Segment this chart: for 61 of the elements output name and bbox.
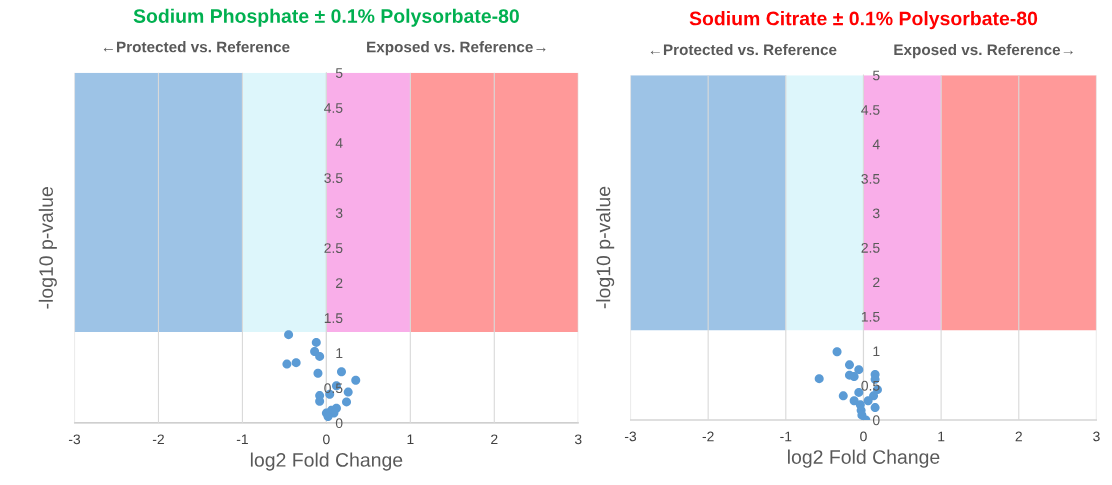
x-tick-label: -2 [152, 434, 164, 445]
point [342, 397, 352, 407]
x-tick-label: 2 [1015, 431, 1022, 442]
point [351, 375, 361, 385]
y-tick-label: 3 [872, 208, 880, 219]
y-tick-label: 5 [335, 68, 343, 78]
text: Exposed vs. Reference→ [367, 41, 546, 56]
point [863, 396, 873, 406]
text: ←Protected vs. Reference [650, 43, 837, 56]
point [336, 367, 346, 377]
y-tick-label: 4.5 [324, 103, 343, 113]
point [844, 360, 854, 370]
y-tick-label: 1.5 [324, 313, 343, 324]
y-tick-label: 0.5 [861, 380, 880, 391]
y-tick-label: 4 [335, 138, 343, 148]
point [814, 374, 824, 384]
point [343, 387, 353, 397]
y-tick-label: 3.5 [861, 173, 880, 184]
y-axis-title: -log10 p-value [596, 186, 615, 309]
y-tick-label: 2 [873, 277, 880, 288]
y-tick-label: 1 [873, 346, 880, 357]
point [284, 330, 294, 340]
x-axis-title: log2 Fold Change [250, 452, 403, 471]
y-tick-label: 3.5 [324, 173, 343, 183]
y-tick-label: 1.5 [861, 312, 880, 322]
point [311, 337, 321, 347]
point [282, 359, 292, 369]
chart-title: Sodium Citrate ± 0.1% Polysorbate-80 [689, 11, 1038, 30]
point [870, 403, 880, 413]
x-tick-label: -2 [702, 431, 714, 442]
y-tick-label: 4 [872, 139, 880, 150]
x-tick-label: 3 [1093, 431, 1100, 442]
x-axis-title: log2 Fold Change [788, 449, 940, 468]
y-tick-label: 5 [872, 70, 880, 81]
y-tick-label: 2.5 [861, 242, 880, 253]
text: ←Protected vs. Reference [103, 41, 290, 53]
point [832, 347, 842, 357]
y-tick-label: 3 [335, 208, 343, 218]
y-tick-label: 0 [335, 418, 343, 429]
point [849, 372, 859, 382]
chart-title: Sodium Phosphate ± 0.1% Polysorbate-80 [133, 8, 519, 27]
y-tick-label: 1 [336, 348, 343, 358]
y-axis-title: -log10 p-value [38, 187, 57, 309]
x-tick-label: -3 [68, 434, 81, 445]
y-tick-label: 2.5 [324, 243, 343, 253]
x-tick-label: -3 [624, 431, 637, 442]
x-tick-label: 2 [491, 434, 498, 445]
text: Exposed vs. Reference→ [894, 43, 1073, 59]
point [315, 351, 325, 361]
point [313, 368, 323, 378]
x-tick-label: -1 [780, 431, 792, 442]
x-tick-label: 1 [938, 431, 945, 442]
y-tick-label: 0 [872, 415, 880, 426]
x-tick-label: 1 [407, 434, 414, 445]
x-tick-label: 3 [574, 434, 582, 445]
point [838, 391, 848, 401]
point [854, 365, 864, 375]
point [291, 358, 301, 368]
x-tick-label: -1 [236, 434, 248, 445]
y-tick-label: 4.5 [861, 105, 880, 115]
y-tick-label: 2 [336, 278, 343, 288]
